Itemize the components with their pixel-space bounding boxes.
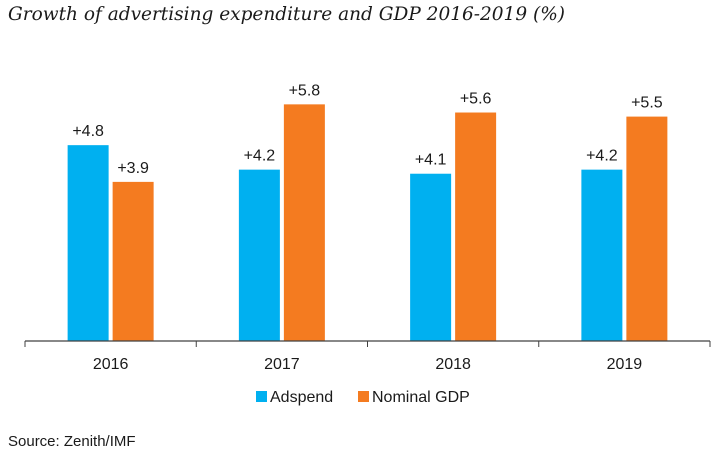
bar-adspend-2018 <box>410 173 452 341</box>
x-axis-ticks-group: 2016 2017 2018 2019 <box>24 341 711 373</box>
legend-swatch-nominal-gdp <box>358 391 369 402</box>
bar-nominal-gdp-2019 <box>626 116 668 341</box>
data-label-adspend-2018: +4.1 <box>415 152 447 169</box>
legend-swatch-adspend <box>256 391 267 402</box>
data-label-nominal-gdp-2017: +5.8 <box>289 82 321 99</box>
x-tick-label-2017: 2017 <box>264 356 300 373</box>
data-label-nominal-gdp-2018: +5.6 <box>460 91 492 108</box>
legend-label-nominal-gdp: Nominal GDP <box>372 389 470 406</box>
bar-nominal-gdp-2018 <box>455 112 497 342</box>
data-label-adspend-2019: +4.2 <box>586 148 618 165</box>
chart-title: Growth of advertising expenditure and GD… <box>8 4 565 25</box>
legend-label-adspend: Adspend <box>270 389 333 406</box>
source-note: Source: Zenith/IMF <box>8 433 136 450</box>
data-label-adspend-2016: +4.8 <box>72 123 104 140</box>
x-tick-label-2016: 2016 <box>93 356 129 373</box>
legend: Adspend Nominal GDP <box>256 389 470 406</box>
bars-group <box>67 104 668 342</box>
data-label-adspend-2017: +4.2 <box>244 148 276 165</box>
x-tick-label-2019: 2019 <box>607 356 643 373</box>
bar-adspend-2017 <box>238 169 280 341</box>
bar-nominal-gdp-2017 <box>283 104 325 341</box>
data-label-nominal-gdp-2016: +3.9 <box>117 160 149 177</box>
x-tick-label-2018: 2018 <box>435 356 471 373</box>
bar-adspend-2016 <box>67 145 109 341</box>
data-label-nominal-gdp-2019: +5.5 <box>631 95 663 112</box>
bar-nominal-gdp-2016 <box>112 181 154 341</box>
data-labels-group: +4.8 +3.9 +4.2 +5.8 +4.1 +5.6 +4.2 +5.5 <box>72 82 662 177</box>
bar-adspend-2019 <box>581 169 623 341</box>
